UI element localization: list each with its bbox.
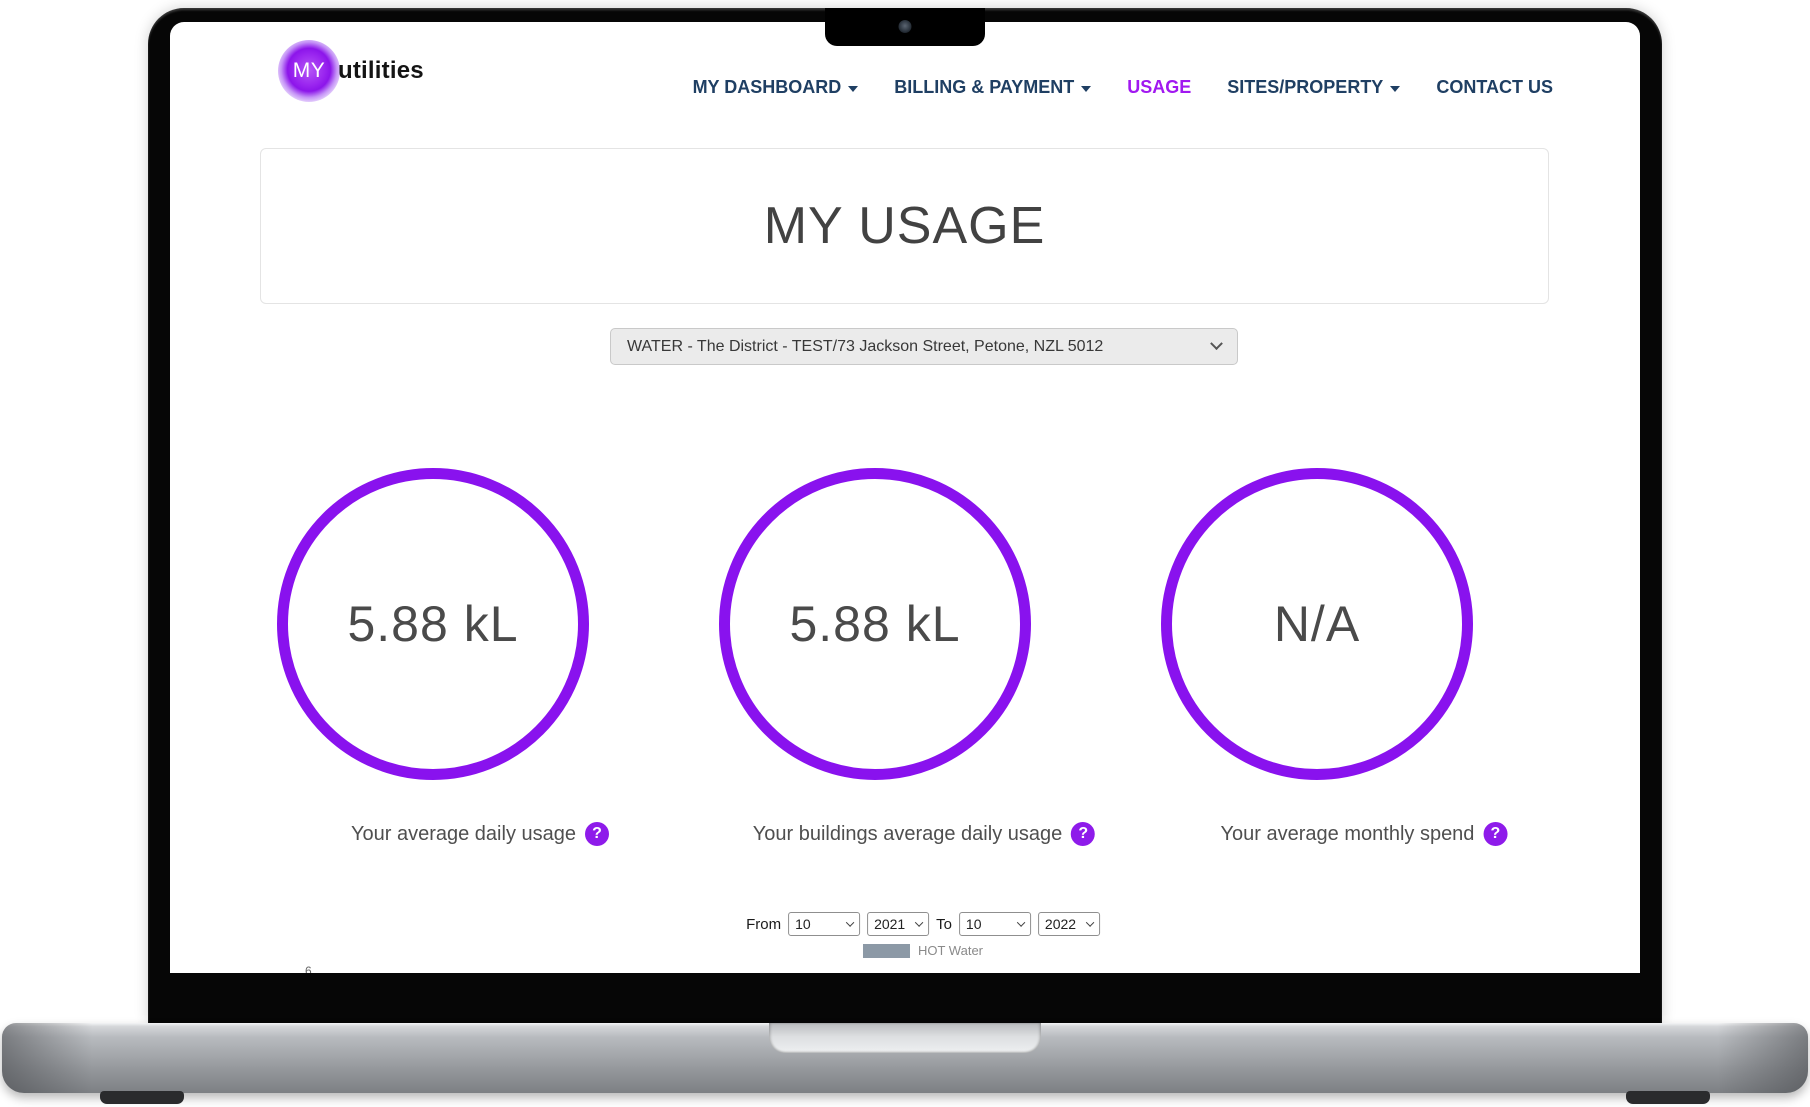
metric-circle-building-average-daily-usage: 5.88 kL (719, 468, 1031, 780)
date-range-row: From 10 2021 To 10 2022 (746, 912, 1100, 936)
page-title-card: MY USAGE (260, 148, 1549, 304)
page-title: MY USAGE (763, 197, 1046, 255)
metric-label-text: Your average monthly spend (1220, 822, 1475, 845)
metric-label-average-daily-usage: Your average daily usage ? (351, 822, 609, 846)
chevron-down-icon (1016, 918, 1026, 927)
from-month-select[interactable]: 10 (788, 912, 861, 936)
to-year-select[interactable]: 2022 (1037, 912, 1100, 936)
nav-item-billing-payment[interactable]: BILLING & PAYMENT (894, 77, 1092, 98)
metric-label-building-average-daily-usage: Your buildings average daily usage ? (752, 822, 1096, 846)
metric-label-average-monthly-spend: Your average monthly spend ? (1221, 822, 1508, 846)
help-icon[interactable]: ? (584, 822, 609, 846)
nav-item-my-dashboard[interactable]: MY DASHBOARD (693, 77, 859, 98)
from-month-value: 10 (795, 916, 811, 932)
webcam-icon (898, 20, 912, 33)
metric-circle-average-daily-usage: 5.88 kL (277, 468, 589, 780)
main-nav: MY DASHBOARD BILLING & PAYMENT USAGE SIT… (693, 77, 1553, 98)
browser-viewport: MY utilities MY DASHBOARD BILLING & PAYM… (170, 22, 1640, 973)
from-year-select[interactable]: 2021 (867, 912, 930, 936)
brand-logo-circle-icon: MY (278, 40, 340, 102)
metric-label-text: Your buildings average daily usage (752, 822, 1063, 845)
chart-axis-tick-fragment: 6 (305, 964, 312, 973)
nav-label: SITES/PROPERTY (1227, 77, 1384, 97)
site-select-dropdown[interactable]: WATER - The District - TEST/73 Jackson S… (610, 328, 1238, 365)
caret-down-icon (848, 86, 859, 92)
caret-down-icon (1390, 86, 1401, 92)
legend-swatch (862, 943, 910, 958)
site-select-value: WATER - The District - TEST/73 Jackson S… (627, 337, 1104, 355)
brand-wordmark: utilities (338, 57, 424, 84)
chevron-down-icon (1210, 337, 1223, 351)
chart-legend-hot-water: HOT Water (862, 943, 984, 958)
legend-label: HOT Water (917, 943, 984, 958)
nav-item-contact-us[interactable]: CONTACT US (1436, 77, 1553, 98)
to-year-value: 2022 (1044, 916, 1077, 932)
camera-notch (825, 8, 985, 46)
to-label: To (936, 915, 952, 933)
help-icon[interactable]: ? (1071, 822, 1096, 846)
metric-label-text: Your average daily usage (351, 822, 576, 845)
to-month-value: 10 (965, 916, 982, 932)
metric-value: N/A (1273, 596, 1361, 652)
help-icon[interactable]: ? (1483, 822, 1508, 846)
laptop-base (2, 1023, 1808, 1093)
nav-item-usage[interactable]: USAGE (1127, 77, 1191, 98)
from-year-value: 2021 (874, 916, 906, 932)
nav-label: BILLING & PAYMENT (894, 77, 1075, 97)
laptop-screen-bezel: MY utilities MY DASHBOARD BILLING & PAYM… (148, 8, 1662, 1023)
brand-logo[interactable]: MY utilities (278, 40, 424, 102)
nav-item-sites-property[interactable]: SITES/PROPERTY (1227, 77, 1401, 98)
chevron-down-icon (845, 918, 855, 927)
from-label: From (746, 915, 782, 933)
metric-value: 5.88 kL (347, 596, 519, 652)
laptop-foot (1626, 1091, 1710, 1104)
chevron-down-icon (914, 918, 924, 927)
laptop-lid-notch (769, 1023, 1041, 1053)
laptop-foot (100, 1091, 184, 1104)
metric-circle-average-monthly-spend: N/A (1161, 468, 1473, 780)
nav-label: MY DASHBOARD (692, 77, 842, 97)
nav-label: CONTACT US (1436, 77, 1553, 97)
to-month-select[interactable]: 10 (958, 912, 1031, 936)
caret-down-icon (1081, 86, 1092, 92)
chevron-down-icon (1085, 918, 1095, 927)
metric-value: 5.88 kL (789, 596, 961, 652)
nav-label: USAGE (1127, 77, 1192, 97)
